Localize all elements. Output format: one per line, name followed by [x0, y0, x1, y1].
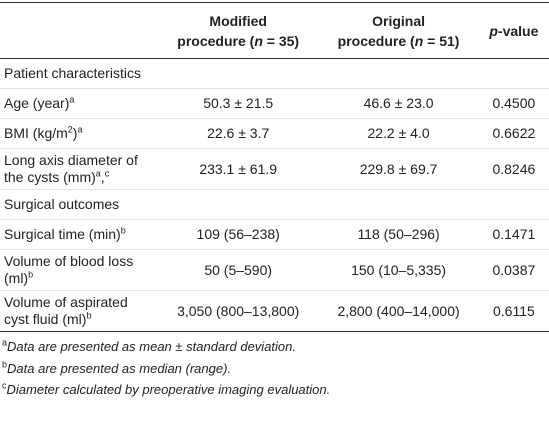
value-cell: 229.8 ± 69.7 [318, 148, 479, 190]
text-run: a [77, 124, 83, 135]
text-run: b [28, 269, 34, 280]
text-run: = 35) [262, 32, 300, 49]
text-run: 3,050 (800–13,800) [177, 302, 300, 319]
value-cell: 3,050 (800–13,800) [158, 290, 319, 332]
data-row: BMI (kg/m2)a 22.6 ± 3.7 22.2 ± 4.0 0.6622 [0, 118, 549, 149]
text-run: Original [372, 12, 426, 29]
section-row: Surgical outcomes [0, 189, 549, 220]
text-run: = 51) [423, 32, 460, 49]
value-cell: 0.1471 [478, 219, 549, 250]
data-row: Age (year)a 50.3 ± 21.5 46.6 ± 23.0 0.4500 [0, 88, 549, 119]
text-run: b [86, 310, 92, 321]
label-cell: Volume of blood loss (ml)b [0, 249, 158, 291]
data-row: Surgical time (min)b 109 (56–238) 118 (50–… [0, 219, 549, 250]
data-row: Long axis diameter of the cysts (mm)a,c 2… [0, 148, 549, 190]
text-run: 0.8246 [492, 160, 536, 177]
table-body: Patient characteristics Age (year)a 50.3 ±… [0, 58, 549, 332]
value-cell: 22.2 ± 4.0 [318, 118, 479, 149]
text-run: procedure ( [337, 32, 415, 49]
data-row: Volume of aspirated cyst fluid (ml)b 3,05… [0, 290, 549, 332]
text-run: 2,800 (400–14,000) [337, 302, 460, 319]
text-run: a [95, 168, 101, 179]
value-cell: 46.6 ± 23.0 [318, 88, 479, 119]
text-run: 2 [67, 124, 73, 135]
value-cell: 50 (5–590) [158, 249, 319, 291]
text-run: Modified [209, 12, 267, 29]
text-run: n [254, 32, 263, 49]
label-cell: BMI (kg/m2)a [0, 118, 158, 149]
text-run: c [104, 168, 110, 179]
text-run: Long axis diameter of the cysts (mm) [4, 152, 138, 185]
header-cell: Modified procedure (n = 35) [158, 2, 319, 59]
text-run: 50.3 ± 21.5 [203, 95, 274, 111]
label-cell: Surgical time (min)b [0, 219, 158, 250]
text-run: 0.6622 [492, 125, 536, 141]
value-cell: 2,800 (400–14,000) [318, 290, 479, 332]
footnote: cDiameter calculated by preoperative ima… [2, 379, 549, 401]
section-cell: Surgical outcomes [0, 189, 549, 220]
text-run: 0.1471 [492, 226, 536, 242]
footnotes: aData are presented as mean ± standard d… [2, 336, 549, 401]
header-cell: p-value [478, 2, 549, 59]
text-run: b [2, 359, 8, 370]
value-cell: 150 (10–5,335) [318, 249, 479, 291]
text-run: ) [72, 125, 78, 141]
value-cell: 0.0387 [478, 249, 549, 291]
text-run: 46.6 ± 23.0 [363, 95, 434, 111]
text-run: 229.8 ± 69.7 [359, 160, 438, 177]
text-run: 22.2 ± 4.0 [367, 125, 430, 141]
text-run: BMI (kg/m [4, 125, 68, 141]
header-cell: Original procedure (n = 51) [318, 2, 479, 59]
text-run: a [2, 337, 8, 348]
text-run: c [2, 380, 7, 391]
data-row: Volume of blood loss (ml)b 50 (5–590) 150 … [0, 249, 549, 291]
text-run: , [100, 169, 105, 185]
label-cell: Volume of aspirated cyst fluid (ml)b [0, 290, 158, 332]
value-cell: 233.1 ± 61.9 [158, 148, 319, 190]
text-run: 22.6 ± 3.7 [207, 125, 270, 141]
data-table: Modified procedure (n = 35) Original proced… [0, 2, 549, 332]
label-cell: Age (year)a [0, 88, 158, 119]
text-run: n [414, 32, 424, 49]
text-run: 150 (10–5,335) [351, 261, 447, 278]
text-run: Data are presented as mean ± standard de… [7, 339, 296, 354]
text-run: procedure ( [177, 32, 255, 49]
value-cell: 50.3 ± 21.5 [158, 88, 319, 119]
text-run: Volume of blood loss (ml) [4, 253, 134, 286]
text-run: Surgical time (min) [4, 226, 121, 242]
value-cell: 0.4500 [478, 88, 549, 119]
text-run: Diameter calculated by preoperative imag… [6, 382, 331, 397]
text-run: 0.0387 [492, 261, 536, 278]
text-run: 0.4500 [492, 95, 536, 111]
text-run: Age (year) [4, 95, 70, 111]
text-run: Volume of aspirated cyst fluid (ml) [4, 294, 128, 327]
text-run: a [69, 94, 75, 105]
footnote: aData are presented as mean ± standard d… [2, 336, 549, 358]
value-cell: 118 (50–296) [318, 219, 479, 250]
text-run: 0.6115 [492, 302, 535, 319]
value-cell: 109 (56–238) [158, 219, 319, 250]
text-run: 109 (56–238) [196, 226, 280, 242]
text-run: b [120, 225, 126, 236]
text-run: 233.1 ± 61.9 [199, 160, 278, 177]
text-run: 50 (5–590) [204, 261, 273, 278]
header-row: Modified procedure (n = 35) Original proced… [0, 2, 549, 59]
value-cell: 22.6 ± 3.7 [158, 118, 319, 149]
text-run: -value [497, 22, 539, 39]
value-cell: 0.8246 [478, 148, 549, 190]
label-cell: Long axis diameter of the cysts (mm)a,c [0, 148, 158, 190]
section-row: Patient characteristics [0, 58, 549, 89]
text-run: 118 (50–296) [357, 226, 440, 242]
value-cell: 0.6115 [478, 290, 549, 332]
section-cell: Patient characteristics [0, 58, 549, 89]
header-cell [0, 2, 158, 59]
value-cell: 0.6622 [478, 118, 549, 149]
text-run: p [489, 22, 498, 39]
text-run: Data are presented as median (range). [7, 360, 232, 376]
footnote: bData are presented as median (range). [2, 358, 549, 380]
